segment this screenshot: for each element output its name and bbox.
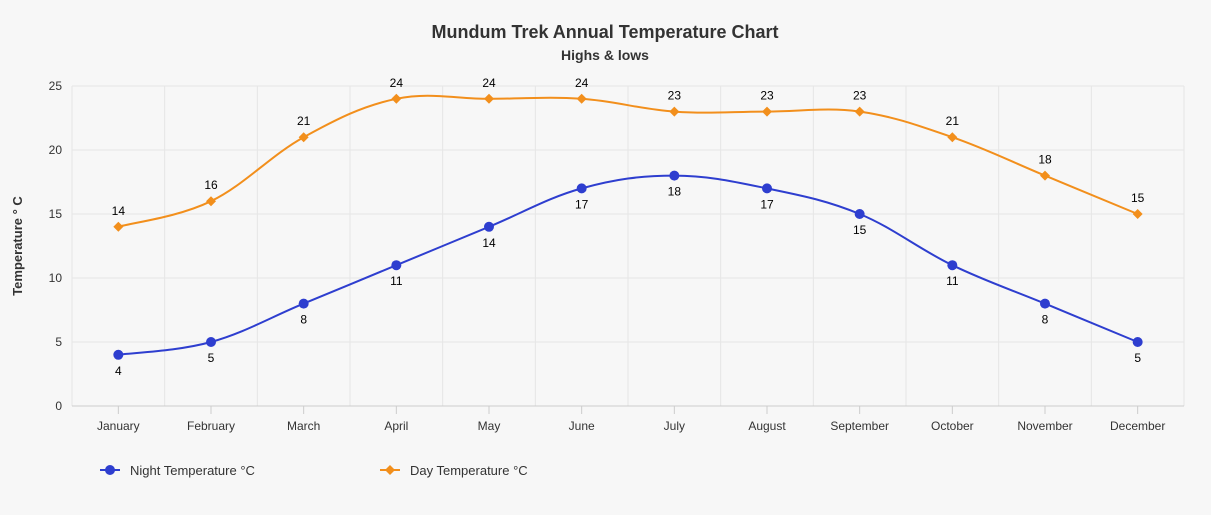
data-label: 23: [760, 89, 774, 103]
data-label: 21: [946, 114, 960, 128]
series-marker-circle[interactable]: [1040, 299, 1050, 309]
x-tick-label: June: [569, 419, 595, 433]
y-tick-label: 25: [49, 79, 63, 93]
x-tick-label: March: [287, 419, 320, 433]
data-label: 23: [668, 89, 682, 103]
data-label: 5: [1134, 351, 1141, 365]
series-marker-diamond[interactable]: [855, 107, 865, 117]
data-label: 11: [946, 274, 959, 288]
series-marker-diamond[interactable]: [577, 94, 587, 104]
y-tick-label: 5: [55, 335, 62, 349]
data-label: 5: [208, 351, 215, 365]
series-marker-circle[interactable]: [391, 260, 401, 270]
legend-label[interactable]: Day Temperature °C: [410, 463, 528, 478]
series-marker-diamond[interactable]: [1040, 171, 1050, 181]
x-tick-label: July: [664, 419, 685, 433]
legend-label[interactable]: Night Temperature °C: [130, 463, 255, 478]
data-label: 18: [1038, 153, 1052, 167]
series-marker-circle[interactable]: [299, 299, 309, 309]
legend-swatch-marker[interactable]: [385, 465, 395, 475]
series-marker-circle[interactable]: [113, 350, 123, 360]
data-label: 14: [112, 204, 126, 218]
series-marker-circle[interactable]: [669, 171, 679, 181]
legend-swatch-marker[interactable]: [105, 465, 115, 475]
series-marker-diamond[interactable]: [391, 94, 401, 104]
data-label: 24: [575, 76, 589, 90]
data-label: 21: [297, 114, 311, 128]
x-tick-label: May: [478, 419, 501, 433]
data-label: 24: [482, 76, 496, 90]
series-marker-diamond[interactable]: [299, 132, 309, 142]
chart-container: Mundum Trek Annual Temperature Chart High…: [0, 0, 1211, 515]
x-tick-label: April: [384, 419, 408, 433]
x-tick-label: February: [187, 419, 235, 433]
x-tick-label: September: [830, 419, 889, 433]
data-label: 15: [1131, 191, 1145, 205]
data-label: 11: [390, 274, 403, 288]
y-axis-title: Temperature ° C: [10, 196, 25, 296]
chart-subtitle: Highs & lows: [561, 47, 649, 63]
data-label: 4: [115, 364, 122, 378]
y-tick-label: 15: [49, 207, 63, 221]
data-label: 8: [1042, 313, 1049, 327]
series-marker-circle[interactable]: [577, 183, 587, 193]
series-marker-circle[interactable]: [855, 209, 865, 219]
data-label: 17: [575, 197, 589, 211]
x-tick-label: October: [931, 419, 974, 433]
y-tick-label: 10: [49, 271, 63, 285]
data-label: 14: [482, 236, 496, 250]
y-tick-label: 20: [49, 143, 63, 157]
x-tick-label: January: [97, 419, 140, 433]
data-label: 18: [668, 185, 682, 199]
x-tick-label: August: [748, 419, 786, 433]
series-marker-diamond[interactable]: [484, 94, 494, 104]
series-marker-circle[interactable]: [1133, 337, 1143, 347]
data-label: 23: [853, 89, 867, 103]
series-marker-diamond[interactable]: [206, 196, 216, 206]
series-marker-circle[interactable]: [947, 260, 957, 270]
chart-title: Mundum Trek Annual Temperature Chart: [431, 22, 778, 42]
series-marker-circle[interactable]: [762, 183, 772, 193]
data-label: 15: [853, 223, 867, 237]
series-marker-circle[interactable]: [206, 337, 216, 347]
data-label: 16: [204, 178, 218, 192]
series-marker-diamond[interactable]: [1133, 209, 1143, 219]
temperature-line-chart: Mundum Trek Annual Temperature Chart High…: [0, 0, 1211, 515]
series-marker-diamond[interactable]: [947, 132, 957, 142]
y-tick-label: 0: [55, 399, 62, 413]
data-label: 17: [760, 197, 774, 211]
x-tick-label: November: [1017, 419, 1072, 433]
data-label: 24: [390, 76, 404, 90]
series-marker-diamond[interactable]: [762, 107, 772, 117]
x-tick-label: December: [1110, 419, 1165, 433]
data-label: 8: [300, 313, 307, 327]
series-marker-diamond[interactable]: [669, 107, 679, 117]
series-marker-circle[interactable]: [484, 222, 494, 232]
series-marker-diamond[interactable]: [113, 222, 123, 232]
